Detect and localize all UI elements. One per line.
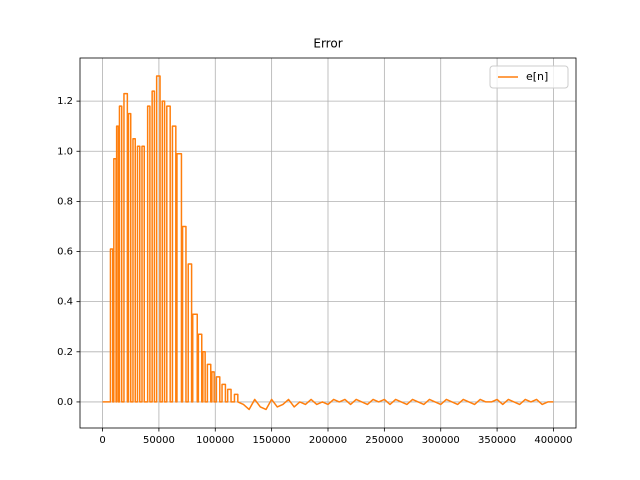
y-tick-label: 1.2 [57,96,73,107]
x-tick-label: 50000 [143,435,175,446]
x-tick-label: 350000 [478,435,516,446]
y-tick-label: 1.0 [57,146,73,157]
x-tick-label: 100000 [196,435,234,446]
legend-box [489,65,569,89]
y-tick-label: 0.4 [57,297,73,308]
plot-frame [79,57,577,429]
x-tick-label: 150000 [253,435,291,446]
x-tick-label: 0 [99,435,105,446]
data-line [102,75,554,411]
x-tick-label: 300000 [422,435,460,446]
legend-label: e[n] [526,70,548,83]
x-tick-label: 250000 [365,435,403,446]
x-tick-label: 200000 [309,435,347,446]
y-tick-label: 0.8 [57,196,73,207]
y-tick-label: 0.0 [57,397,73,408]
chart-title: Error [313,37,342,51]
x-tick-label: 400000 [534,435,572,446]
y-tick-label: 0.6 [57,247,73,258]
y-tick-label: 0.2 [57,347,73,358]
